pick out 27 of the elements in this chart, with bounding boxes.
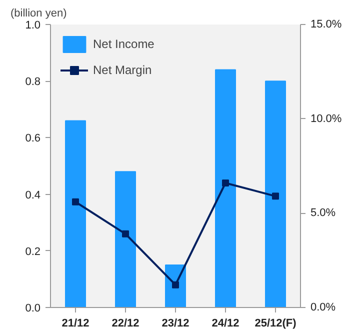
x-tick-label: 25/12(F) [254,318,297,330]
point [122,230,129,238]
y-tick-label: 0.4 [25,189,41,202]
point [72,198,79,206]
y-axis-title: (billion yen) [10,8,67,20]
bar [65,120,86,308]
y2-tick-label: 5.0% [310,207,336,220]
point [172,281,179,288]
point [272,192,279,200]
legend-label: Net Income [93,37,154,51]
y-tick-label: 1.0 [25,20,41,32]
x-tick-label: 22/12 [112,318,140,330]
legend-label: Net Margin [93,63,152,77]
y-tick-label: 0.0 [25,302,41,314]
y-tick-label: 0.8 [25,76,41,88]
x-tick-label: 23/12 [162,318,190,330]
y2-tick-label: 15.0% [310,18,342,30]
y2-tick-label: 10.0% [310,112,342,125]
x-tick-label: 21/12 [62,318,90,330]
y2-tick-label: 0.0% [310,302,336,314]
y-tick-label: 0.2 [25,246,41,258]
bar [265,80,286,308]
bar [215,69,236,308]
point [222,179,229,186]
bar [115,171,136,308]
x-tick-label: 24/12 [212,318,240,330]
y-tick-label: 0.6 [25,132,41,145]
